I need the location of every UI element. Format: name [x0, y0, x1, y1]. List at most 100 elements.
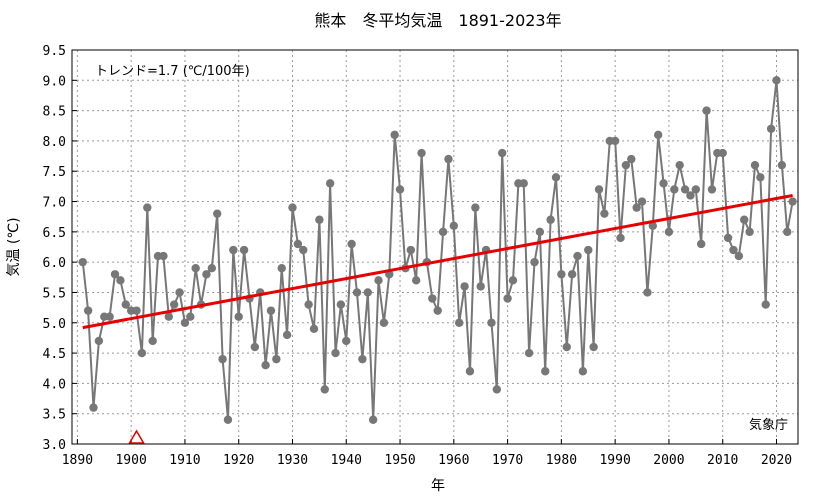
data-point [702, 106, 711, 115]
data-point [729, 245, 738, 255]
data-point [137, 348, 147, 358]
data-point [567, 270, 577, 279]
data-point [347, 239, 356, 249]
data-point [756, 173, 765, 182]
data-point [143, 203, 152, 212]
data-point [342, 336, 351, 346]
data-point [202, 270, 211, 279]
data-point [363, 288, 372, 297]
data-point [723, 233, 733, 243]
y-tick-label: 7.5 [43, 165, 66, 180]
data-point [653, 130, 663, 140]
data-point [186, 312, 195, 321]
data-point [94, 336, 104, 346]
data-point [358, 354, 367, 364]
y-tick-label: 9.5 [43, 44, 66, 59]
y-axis-label: 気温 (℃) [6, 217, 22, 276]
station-change-marker [128, 429, 145, 444]
y-tick-label: 6.0 [43, 256, 66, 271]
data-point [116, 276, 125, 285]
data-point [336, 300, 346, 309]
data-point [320, 385, 329, 394]
x-axis-label: 年 [431, 478, 445, 494]
data-point [734, 251, 744, 261]
data-point [766, 124, 776, 133]
data-point [89, 403, 98, 412]
data-point [788, 197, 797, 206]
data-point [460, 282, 469, 291]
y-tick-label: 9.0 [43, 74, 66, 89]
trend-line [82, 194, 793, 330]
data-point [600, 209, 609, 218]
data-point [508, 276, 518, 285]
data-point [110, 270, 120, 279]
data-point [621, 160, 631, 170]
data-point [411, 276, 421, 285]
data-point [428, 294, 437, 303]
data-point [476, 282, 485, 291]
data-point [304, 300, 313, 309]
data-point [498, 148, 507, 158]
data-point [121, 300, 130, 309]
data-point [616, 233, 625, 243]
data-point [697, 239, 706, 249]
data-point [637, 197, 647, 206]
x-tick-label: 1960 [438, 453, 469, 468]
data-point [438, 227, 448, 237]
data-point [562, 342, 571, 352]
data-point [207, 264, 217, 273]
y-tick-label: 4.5 [43, 347, 66, 362]
data-point [309, 324, 319, 334]
y-tick-label: 4.0 [43, 377, 66, 392]
data-point [750, 160, 760, 170]
data-point [664, 227, 674, 237]
data-point [390, 130, 399, 140]
data-point [379, 318, 389, 327]
data-point [266, 306, 276, 315]
data-point [707, 185, 717, 194]
data-point [164, 312, 173, 321]
data-point [331, 348, 340, 358]
data-point [465, 367, 475, 376]
data-point [374, 276, 383, 285]
x-tick-label: 1940 [331, 453, 362, 468]
y-tick-label: 8.5 [43, 105, 66, 120]
data-point [471, 203, 480, 212]
data-point [406, 245, 415, 255]
data-point [530, 257, 539, 267]
data-point [772, 76, 781, 85]
data-point [449, 221, 459, 230]
data-point [691, 185, 701, 194]
data-point [627, 154, 636, 164]
data-point [643, 288, 652, 297]
x-tick-label: 1950 [384, 453, 415, 468]
data-point [610, 136, 620, 146]
data-point [648, 221, 657, 230]
x-tick-label: 1990 [599, 453, 630, 468]
x-tick-label: 1980 [546, 453, 577, 468]
data-point [557, 270, 566, 279]
y-tick-labels: 3.0 3.5 4.0 4.5 5.0 5.5 6.0 6.5 7.0 7.5 8.0 8.5 9.0 9… [43, 44, 66, 453]
data-point [524, 348, 534, 358]
data-point [148, 336, 157, 346]
data-point [325, 179, 335, 188]
y-tick-label: 3.0 [43, 438, 66, 453]
data-point [740, 215, 749, 224]
data-point [777, 160, 787, 170]
series-line [81, 80, 794, 420]
data-point [573, 251, 582, 261]
data-point [180, 318, 190, 327]
data-point [551, 173, 561, 182]
data-point [632, 203, 641, 212]
data-point [293, 239, 303, 249]
data-point [680, 185, 690, 194]
y-tick-label: 5.0 [43, 317, 66, 332]
data-point [169, 300, 179, 309]
data-point [315, 215, 324, 224]
data-point [433, 306, 442, 315]
plot-frame [71, 49, 799, 445]
x-tick-label: 1910 [169, 453, 200, 468]
data-point [213, 209, 222, 218]
x-tick-label: 2000 [653, 453, 684, 468]
